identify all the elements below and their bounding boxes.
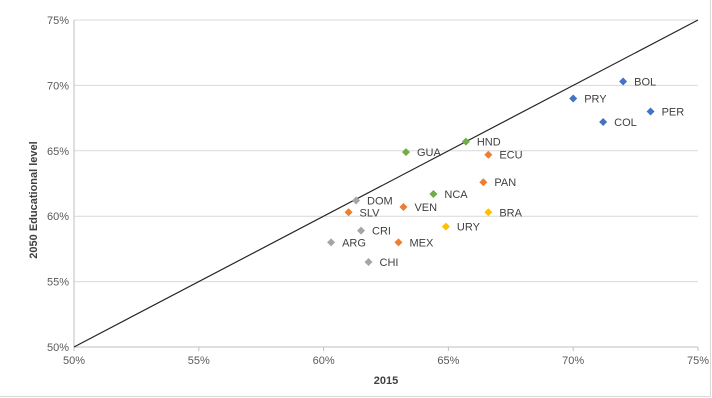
point-label-pan: PAN [494,177,516,189]
data-point-ury [441,222,450,231]
axes: 50% 55% 60% 65% 70% 75% 50% 55% 60% 65% 70% 75% [47,15,709,367]
point-label-gua: GUA [417,147,442,159]
data-point-ecu [484,150,493,159]
data-point-dom [352,196,361,205]
point-label-dom: DOM [367,196,393,208]
data-point-bol [619,77,628,86]
data-point-hnd [461,137,470,146]
data-point-slv [344,208,353,217]
data-point-mex [394,238,403,247]
point-label-chi: CHI [380,257,399,269]
point-label-slv: SLV [360,207,381,219]
data-point-arg [327,238,336,247]
point-label-nca: NCA [444,189,468,201]
data-point-col [599,118,608,127]
x-tick-label: 55% [188,355,210,367]
data-point-gua [401,148,410,157]
y-axis-title: 2050 Educational level [28,141,40,258]
x-tick-label: 60% [313,355,335,367]
y-tick-label: 55% [47,277,69,289]
data-point-ven [399,203,408,212]
point-label-cri: CRI [372,226,391,238]
point-labels: BOL PRY PER COL HND GUA ECU PAN NCA DOM VEN SLV BRA U… [342,76,684,269]
data-point-bra [484,208,493,217]
point-label-bra: BRA [499,207,522,219]
data-point-per [646,107,655,116]
data-point-pan [479,178,488,187]
x-tick-label: 65% [437,355,459,367]
point-label-per: PER [662,107,685,119]
point-label-ecu: ECU [499,150,522,162]
point-label-pry: PRY [584,93,607,105]
y-tick-label: 70% [47,80,69,92]
y-tick-label: 75% [47,15,69,27]
x-tick-label: 50% [63,355,85,367]
point-label-mex: MEX [409,237,434,249]
data-point-chi [364,257,373,266]
point-label-bol: BOL [634,76,656,88]
point-label-ury: URY [457,222,481,234]
point-label-ven: VEN [414,202,437,214]
x-tick-label: 70% [562,355,584,367]
gridlines [74,19,698,283]
point-label-arg: ARG [342,237,366,249]
x-axis-title: 2015 [374,375,398,387]
y-tick-label: 50% [47,342,69,354]
data-point-pry [569,94,578,103]
reference-diagonal-line [73,19,699,348]
x-tick-label: 75% [687,355,709,367]
y-tick-label: 65% [47,146,69,158]
data-points [327,77,655,266]
point-label-col: COL [614,117,637,129]
data-point-nca [429,189,438,198]
point-label-hnd: HND [477,137,501,149]
y-tick-label: 60% [47,211,69,223]
data-point-cri [357,226,366,235]
